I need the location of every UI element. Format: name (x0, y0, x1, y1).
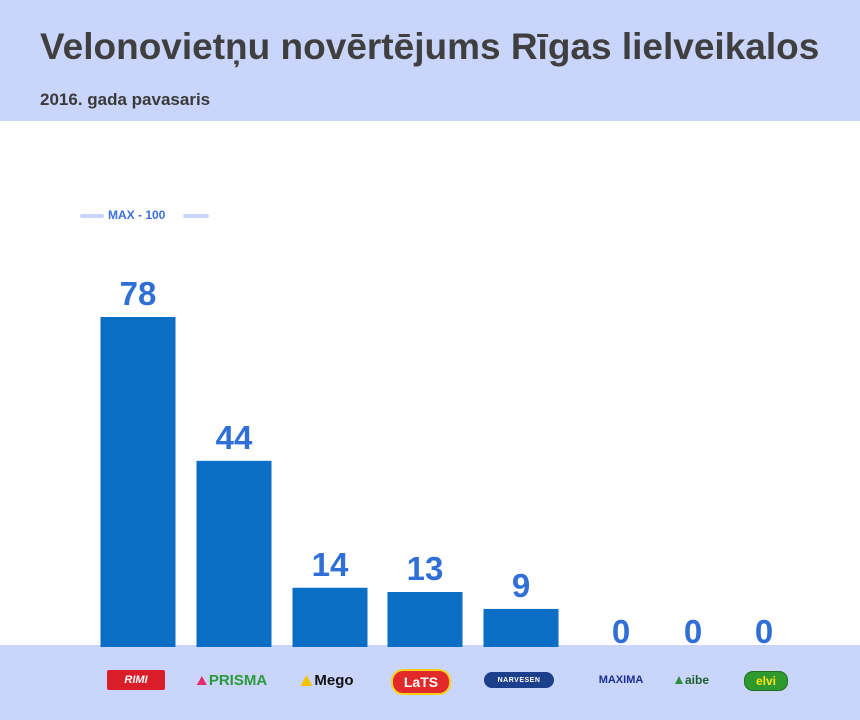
max-marker-line-right (183, 214, 209, 218)
bar-value-label-prisma: 44 (216, 419, 253, 456)
elvi-logo: elvi (744, 671, 788, 691)
mego-logo-text: Mego (314, 671, 354, 689)
max-marker-line-left (80, 214, 104, 218)
lats-logo: LaTS (391, 669, 451, 695)
bar-value-label-rimi: 78 (120, 275, 157, 312)
bar-rimi (100, 317, 176, 647)
bar-prisma (196, 460, 272, 647)
bar-value-label-maxima: 0 (612, 613, 630, 650)
narvesen-logo-text: NARVESEN (497, 676, 541, 684)
aibe-logo: aibe (674, 668, 710, 692)
bar-mego (292, 587, 368, 647)
lats-logo-text: LaTS (403, 674, 439, 690)
aibe-logo-text: aibe (684, 673, 710, 687)
bar-value-label-aibe: 0 (684, 613, 702, 650)
maxima-logo: MAXIMA (599, 668, 644, 692)
bar-lats (387, 592, 463, 647)
bar-narvesen (483, 608, 559, 647)
rimi-logo: RIMI (107, 670, 165, 690)
bar-value-label-lats: 13 (407, 550, 444, 587)
prisma-logo: PRISMA (196, 668, 268, 692)
bar-value-label-narvesen: 9 (512, 567, 530, 604)
aibe-triangle-icon (674, 676, 683, 684)
header-band: Velonovietņu novērtējums Rīgas lielveika… (0, 0, 860, 121)
mego-triangle-icon (300, 674, 313, 686)
page-title: Velonovietņu novērtējums Rīgas lielveika… (40, 26, 820, 67)
mego-logo: Mego (300, 668, 354, 692)
elvi-logo-text: elvi (755, 674, 776, 688)
prisma-triangle-icon (196, 675, 207, 685)
narvesen-logo: NARVESEN (484, 672, 554, 688)
bar-value-label-elvi: 0 (755, 613, 773, 650)
max-marker-label: MAX - 100 (108, 208, 166, 222)
bar-value-label-mego: 14 (312, 546, 349, 583)
rimi-logo-text: RIMI (124, 674, 148, 686)
page-subtitle: 2016. gada pavasaris (40, 90, 211, 109)
prisma-logo-text: PRISMA (208, 671, 268, 689)
maxima-logo-text: MAXIMA (598, 674, 644, 686)
